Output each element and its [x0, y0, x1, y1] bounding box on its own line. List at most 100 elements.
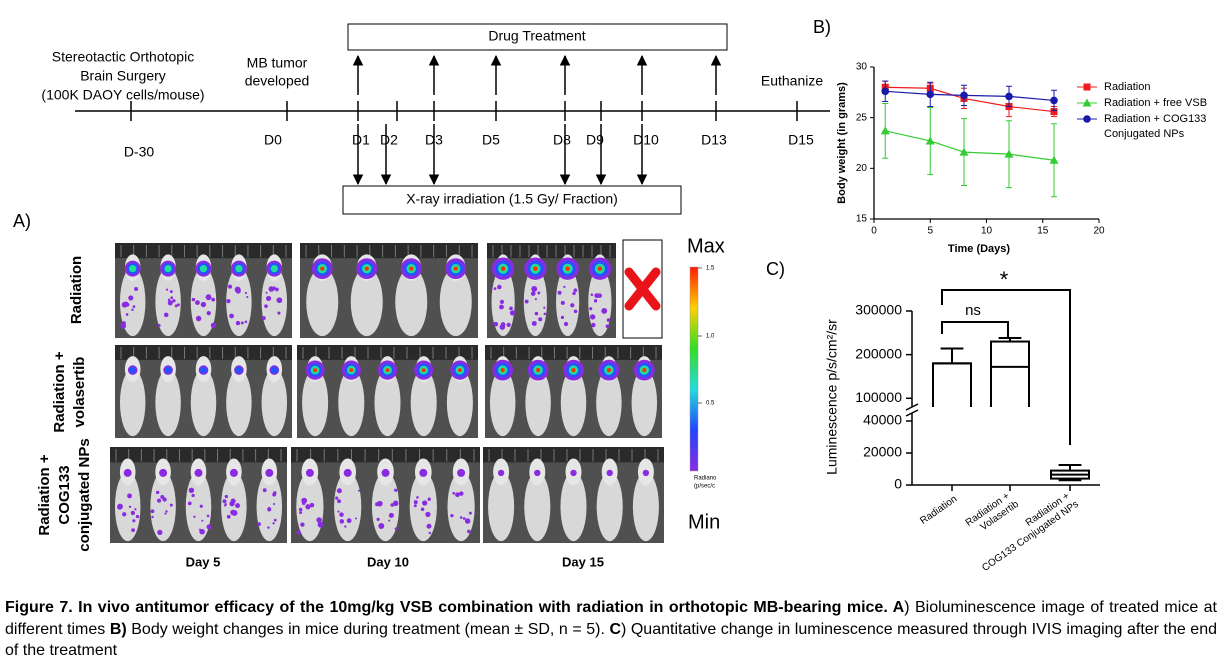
signal-dot: [131, 528, 135, 533]
panel-label: B): [813, 17, 831, 37]
signal: [270, 366, 278, 374]
mouse-body: [488, 471, 515, 542]
signal-dot: [235, 503, 241, 509]
signal-dot: [570, 303, 575, 308]
signal-dot: [416, 496, 419, 499]
mouse-body: [221, 471, 247, 542]
signal-dot: [388, 512, 394, 518]
mouse-body: [261, 267, 288, 337]
caption-text: B): [109, 620, 127, 638]
signal-dot: [130, 510, 135, 516]
colorbar-unit: Radiano: [694, 476, 717, 482]
mouse-image: [485, 345, 662, 438]
signal-dot: [606, 318, 611, 322]
marker: [926, 90, 935, 99]
signal-dot: [134, 508, 137, 511]
y-tick-label: 200000: [855, 345, 902, 361]
signal-dot: [298, 507, 303, 512]
upper-segment: [932, 337, 1030, 407]
mouse-body: [395, 267, 428, 337]
whisker-max: [998, 337, 1022, 342]
marker: [925, 136, 935, 145]
signal: [457, 368, 462, 373]
mouse-image: [297, 345, 478, 438]
signal-dot: [169, 290, 173, 294]
signal: [642, 368, 647, 373]
signal-dot: [339, 519, 345, 524]
mouse-body: [119, 369, 146, 437]
signal-dot: [227, 284, 233, 289]
mouse-body: [306, 267, 339, 337]
marker: [1049, 155, 1059, 164]
row-label: conjugated NPs: [76, 438, 93, 551]
marker: [1050, 108, 1058, 116]
signal: [320, 266, 325, 271]
signal-dot: [426, 514, 429, 517]
day-label: D9: [586, 132, 604, 148]
colorbar-label: 0.5: [706, 401, 715, 407]
signal-dot: [210, 322, 217, 329]
colorbar-label: 1.0: [706, 334, 715, 340]
lower-segment: [1050, 464, 1090, 482]
signal: [235, 265, 243, 273]
y-tick-label: 0: [894, 476, 902, 492]
signal-dot: [264, 304, 268, 309]
signal-dot: [392, 500, 399, 507]
signal-dot: [257, 522, 261, 527]
signal-dot: [427, 497, 431, 501]
signal-dot: [413, 500, 418, 505]
signal-dot: [156, 498, 162, 503]
signal: [385, 368, 390, 373]
signal: [343, 468, 352, 477]
signal-dot: [422, 500, 428, 506]
signal: [265, 468, 274, 477]
signal-dot: [157, 323, 161, 327]
mouse-body: [119, 267, 146, 337]
signal-dot: [339, 512, 344, 517]
mouse-body: [439, 267, 472, 337]
signal: [606, 469, 613, 477]
signal-dot: [195, 315, 202, 322]
signal-dot: [499, 299, 505, 304]
signal-dot: [226, 514, 231, 519]
marker: [1050, 96, 1058, 105]
signal-dot: [165, 288, 169, 291]
y-tick-label: 15: [856, 214, 868, 225]
signal: [565, 266, 570, 271]
signal: [305, 468, 314, 477]
signal-dot: [267, 507, 272, 512]
signal-dot: [174, 304, 178, 308]
colorbar: [689, 266, 699, 472]
x-tick-label: 5: [927, 226, 933, 237]
mouse-body: [446, 369, 473, 437]
signal: [606, 368, 611, 373]
signal: [571, 368, 576, 373]
signal-dot: [193, 515, 196, 518]
signal-dot: [589, 307, 593, 311]
signal-dot: [195, 300, 200, 305]
mouse-body: [410, 369, 437, 437]
signal-dot: [165, 510, 168, 513]
signal-dot: [230, 509, 236, 516]
panel-label: C): [766, 259, 785, 279]
whisker-max: [1058, 464, 1082, 471]
signal-dot: [428, 531, 432, 535]
signal-dot: [309, 502, 315, 508]
day-label: D10: [633, 132, 659, 148]
mouse-body: [632, 471, 659, 542]
signal: [381, 468, 390, 477]
tumor-label: MB tumor: [247, 55, 308, 71]
signal: [164, 265, 172, 273]
mouse-image: [483, 447, 664, 543]
colorbar-label: 1.5: [706, 266, 715, 272]
signal: [497, 469, 505, 477]
signal-dot: [531, 321, 537, 326]
signal-dot: [224, 503, 227, 506]
signal: [421, 368, 426, 373]
signal-dot: [201, 519, 204, 522]
row-label: Radiation +: [51, 351, 68, 433]
signal-dot: [235, 288, 241, 294]
x-axis-label: Time (Days): [948, 243, 1010, 255]
signal-dot: [187, 501, 192, 506]
